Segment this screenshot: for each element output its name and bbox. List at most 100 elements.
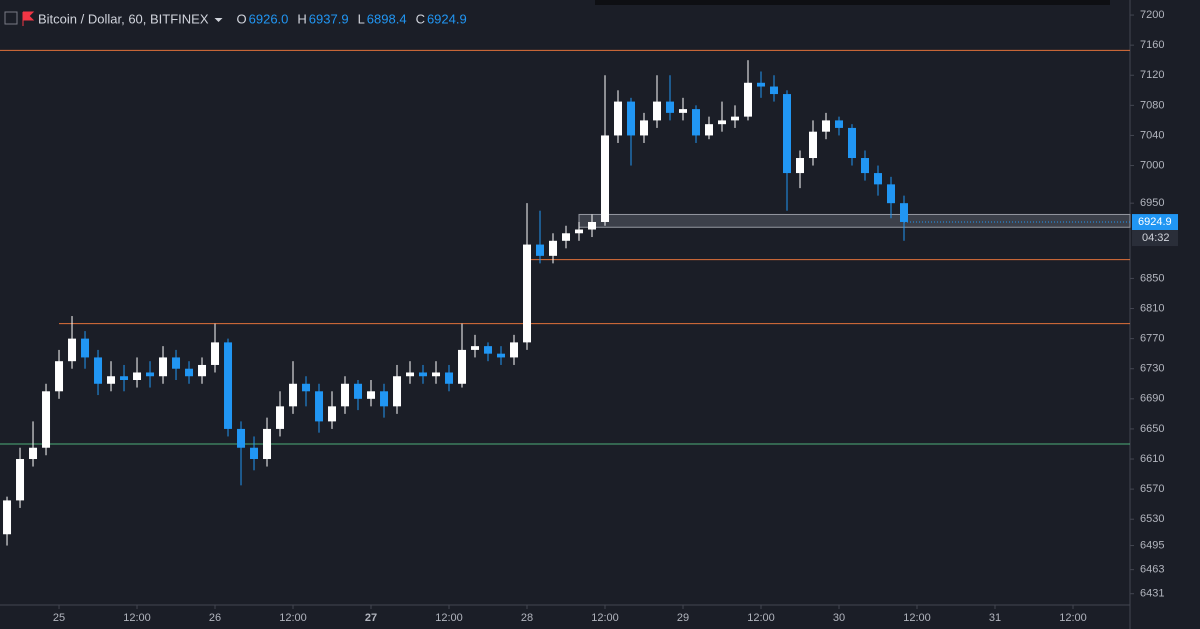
candle-body (536, 244, 545, 256)
y-tick-label: 6463 (1140, 564, 1164, 576)
candle-body (861, 158, 870, 174)
candle-body (133, 372, 142, 381)
candle-body (887, 184, 896, 204)
x-tick-label: 26 (209, 612, 221, 624)
candle-body (393, 376, 402, 407)
candle-body (380, 391, 389, 407)
y-tick-label: 6730 (1140, 363, 1164, 375)
x-tick-label: 31 (989, 612, 1001, 624)
candle-body (562, 233, 571, 241)
legend-value: 6924.9 (427, 11, 467, 26)
candle-body (549, 240, 558, 256)
y-tick-label: 6850 (1140, 272, 1164, 284)
candle-body (809, 131, 818, 159)
y-tick-label: 6610 (1140, 453, 1164, 465)
countdown-bg (1132, 230, 1178, 247)
candle-body (575, 229, 584, 234)
candle-body (185, 368, 194, 377)
candle-body (484, 346, 493, 354)
legend-label: C (416, 11, 425, 26)
candle-body (744, 82, 753, 117)
legend-value: 6937.9 (309, 11, 349, 26)
candle-body (406, 372, 415, 377)
candle-body (341, 383, 350, 407)
candle-body (471, 346, 480, 350)
y-tick-label: 7200 (1140, 9, 1164, 21)
candle-body (328, 406, 337, 422)
candle-body (705, 124, 714, 136)
candle-body (198, 364, 207, 377)
candle-body (874, 173, 883, 185)
x-tick-label: 28 (521, 612, 533, 624)
candle-body (276, 406, 285, 429)
candle-body (653, 101, 662, 121)
y-tick-label: 7080 (1140, 99, 1164, 111)
candle-body (3, 500, 12, 535)
toolbar-edge (595, 0, 1110, 5)
candle-body (679, 109, 688, 113)
candle-body (588, 221, 597, 230)
candle-body (432, 372, 441, 377)
y-tick-label: 6950 (1140, 197, 1164, 209)
legend-value: 6926.0 (249, 11, 289, 26)
candle-body (822, 120, 831, 132)
candle-body (354, 383, 363, 399)
layer (0, 49, 1131, 546)
y-tick-label: 6495 (1140, 539, 1164, 551)
candle-body (42, 391, 51, 448)
candle-body (640, 120, 649, 136)
x-tick-label: 12:00 (903, 612, 931, 624)
candle-body (16, 459, 25, 501)
y-tick-label: 6570 (1140, 483, 1164, 495)
candle-body (497, 353, 506, 358)
candle-body (523, 244, 532, 343)
caret[interactable] (214, 18, 223, 22)
candle-body (302, 383, 311, 392)
symbol-title[interactable]: Bitcoin / Dollar, 60, BITFINEX (38, 11, 209, 26)
candle-body (29, 447, 38, 460)
candle-body (848, 127, 857, 159)
candle-body (458, 349, 467, 384)
candle-body (55, 361, 64, 392)
y-tick-label: 6431 (1140, 588, 1164, 600)
price-tag-label: 6924.9 (1138, 216, 1172, 228)
y-tick-label: 6650 (1140, 423, 1164, 435)
candle-body (718, 120, 727, 125)
countdown: 04:32 (1142, 232, 1170, 244)
candle-body (172, 357, 181, 369)
candle-body (68, 338, 77, 362)
price-tag (1132, 214, 1178, 231)
y-tick-label: 7120 (1140, 69, 1164, 81)
candle-body (796, 158, 805, 174)
x-tick-label: 25 (53, 612, 65, 624)
candle-body (627, 101, 636, 136)
x-tick-label: 12:00 (591, 612, 619, 624)
candle-body (315, 391, 324, 422)
y-tick-label: 6810 (1140, 302, 1164, 314)
collapse-icon[interactable] (4, 11, 18, 25)
x-tick-label: 12:00 (1059, 612, 1087, 624)
zone (578, 213, 1131, 228)
legend-value: 6898.4 (367, 11, 407, 26)
legend-label: L (358, 11, 365, 26)
x-tick-label: 12:00 (435, 612, 463, 624)
candle-body (601, 135, 610, 222)
x-tick-label: 30 (833, 612, 845, 624)
candle-body (510, 342, 519, 358)
y-tick-label: 7160 (1140, 39, 1164, 51)
candle-body (250, 447, 259, 460)
flag-icon (22, 11, 35, 26)
y-tick-label: 7040 (1140, 129, 1164, 141)
y-tick-label: 6690 (1140, 393, 1164, 405)
y-tick-label: 6770 (1140, 333, 1164, 345)
candle-body (835, 120, 844, 128)
candle-body (419, 372, 428, 377)
candle-body (770, 86, 779, 95)
y-tick-label: 6530 (1140, 513, 1164, 525)
candle-body (666, 101, 675, 113)
candle-body (289, 383, 298, 407)
x-tick-label: 12:00 (123, 612, 151, 624)
candle-body (783, 94, 792, 174)
legend-label: O (237, 11, 247, 26)
